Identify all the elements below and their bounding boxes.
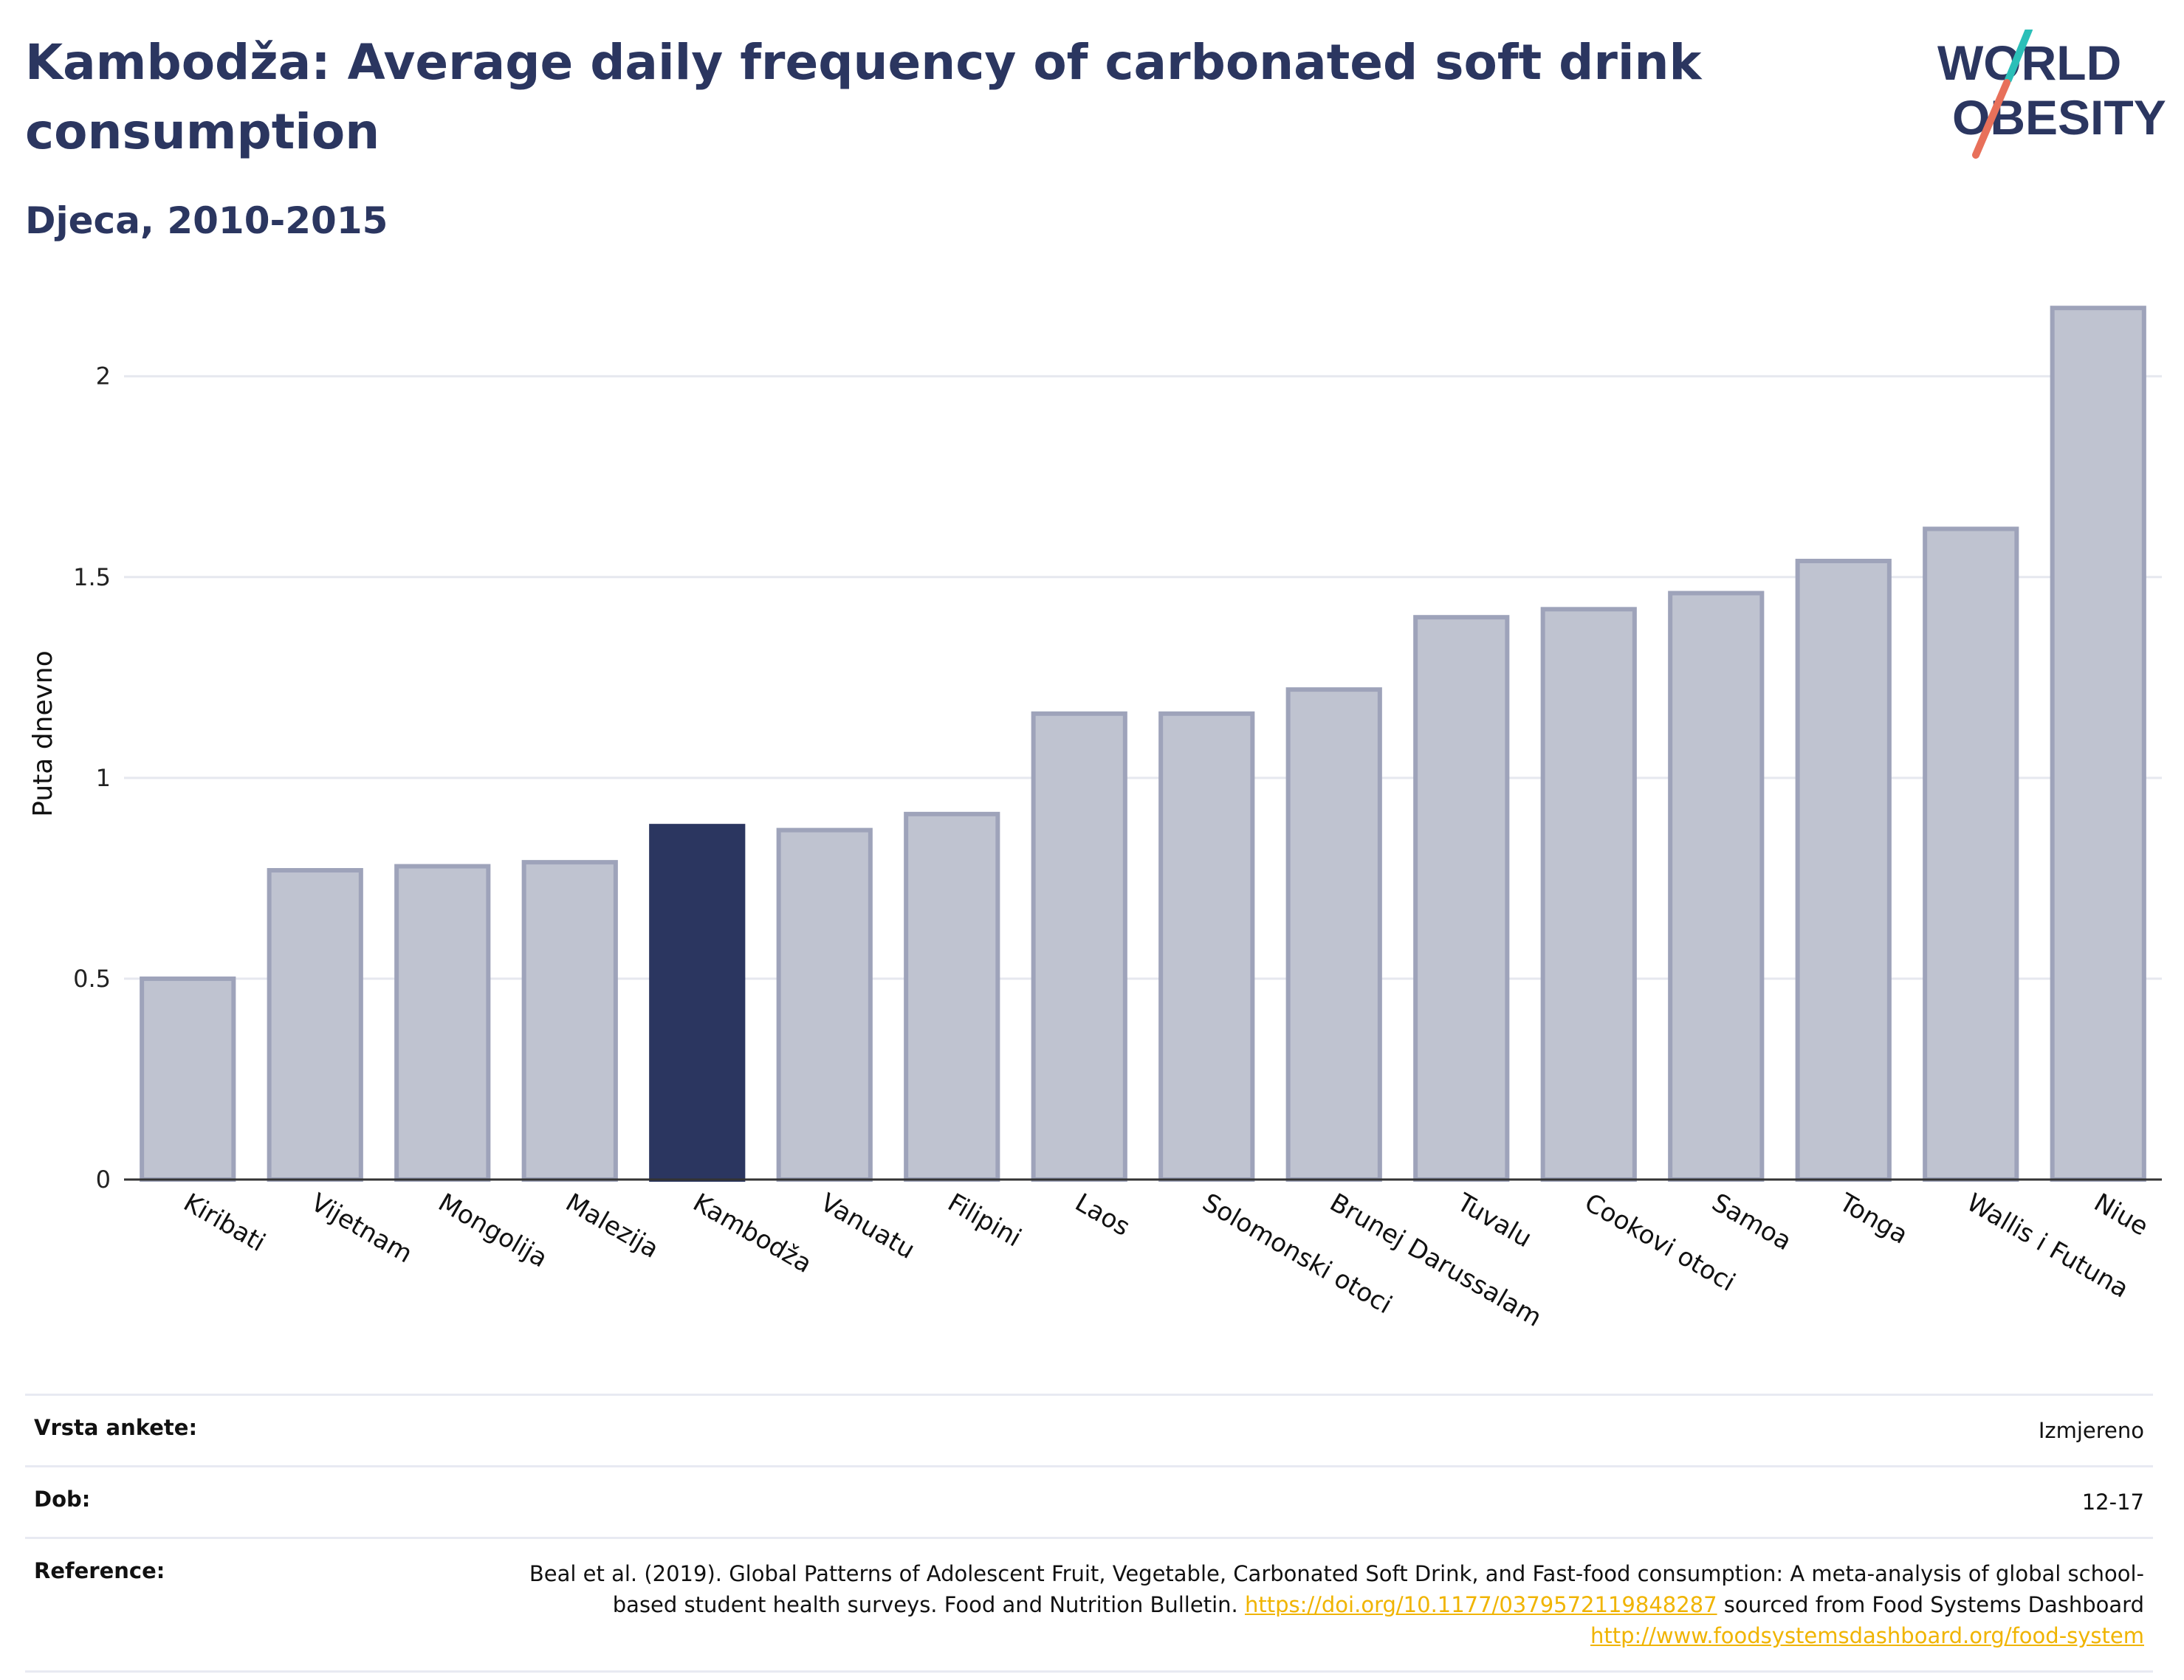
reference-row: Reference: Beal et al. (2019). Global Pa… xyxy=(25,1537,2153,1673)
y-tick-label: 2 xyxy=(96,362,111,390)
bar xyxy=(140,976,236,1182)
y-tick-label: 0.5 xyxy=(73,965,111,993)
bar xyxy=(267,868,363,1182)
logo-slash-bottom xyxy=(1972,79,2010,159)
reference-value: Beal et al. (2019). Global Patterns of A… xyxy=(520,1558,2144,1651)
bar xyxy=(1413,615,1510,1182)
x-tick-label: Tuvalu xyxy=(1452,1188,1536,1254)
bar xyxy=(394,864,491,1182)
bar xyxy=(1158,711,1255,1182)
doi-link[interactable]: https://doi.org/10.1177/0379572119848287 xyxy=(1244,1592,1717,1617)
x-tick-label: Tonga xyxy=(1833,1188,1912,1250)
x-tick-label: Laos xyxy=(1070,1188,1135,1242)
y-tick-label: 1 xyxy=(96,764,111,792)
bar-highlight xyxy=(649,824,746,1182)
survey-type-label: Vrsta ankete: xyxy=(34,1415,198,1440)
metadata-table: Vrsta ankete: Izmjereno Dob: 12-17 Refer… xyxy=(25,1394,2153,1673)
logo-slash-top xyxy=(2005,30,2033,83)
y-tick-label: 1.5 xyxy=(73,563,111,591)
survey-type-value: Izmjereno xyxy=(2038,1418,2144,1443)
bar xyxy=(1285,687,1382,1182)
y-axis-title: Puta dnevno xyxy=(28,650,58,816)
bar xyxy=(1668,591,1765,1182)
x-tick-label: Vijetnam xyxy=(306,1188,417,1269)
dashboard-link[interactable]: http://www.foodsystemsdashboard.org/food… xyxy=(1590,1623,2144,1648)
x-tick-label: Kambodža xyxy=(688,1188,817,1279)
x-tick-label: Filipini xyxy=(943,1188,1026,1253)
bar xyxy=(1923,526,2019,1182)
bar xyxy=(776,827,873,1182)
bar xyxy=(1795,559,1892,1182)
bar-chart: 0 0.5 1 1.5 2 Kiribati Vijetnam Mongolija Malezi… xyxy=(28,306,2162,1333)
bar xyxy=(521,860,618,1182)
world-obesity-logo: WORLD OBESITY xyxy=(1937,30,2166,159)
bar xyxy=(1540,607,1637,1182)
x-tick-label: Mongolija xyxy=(433,1188,552,1273)
bar xyxy=(904,811,1000,1182)
bar xyxy=(2050,306,2146,1182)
reference-source-text: sourced from Food Systems Dashboard xyxy=(1723,1592,2144,1617)
x-tick-label: Samoa xyxy=(1707,1188,1796,1256)
x-tick-label: Kiribati xyxy=(179,1188,270,1258)
age-value: 12-17 xyxy=(2081,1490,2144,1515)
age-row: Dob: 12-17 xyxy=(25,1465,2153,1537)
logo-line-1: WORLD xyxy=(1937,35,2121,90)
page-title: Kambodža: Average daily frequency of car… xyxy=(25,34,1702,160)
bar xyxy=(1031,711,1127,1182)
x-tick-label: Niue xyxy=(2089,1188,2153,1242)
reference-text: Beal et al. (2019). Global Patterns of A… xyxy=(529,1561,2144,1617)
age-label: Dob: xyxy=(34,1487,91,1512)
x-tick-label: Brunej Darussalam xyxy=(1325,1188,1546,1333)
page-subtitle: Djeca, 2010-2015 xyxy=(25,199,388,242)
y-tick-label: 0 xyxy=(96,1166,111,1194)
reference-label: Reference: xyxy=(34,1558,165,1583)
x-tick-label: Malezija xyxy=(560,1188,664,1264)
survey-type-row: Vrsta ankete: Izmjereno xyxy=(25,1394,2153,1465)
x-tick-label: Vanuatu xyxy=(815,1188,919,1265)
